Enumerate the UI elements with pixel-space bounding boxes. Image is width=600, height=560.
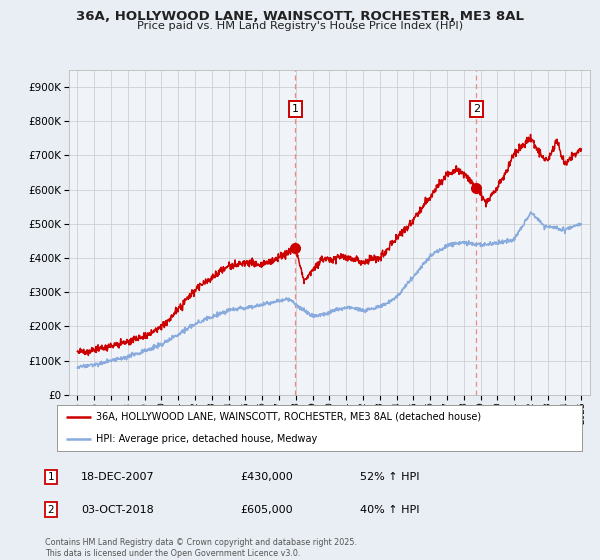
- Text: £430,000: £430,000: [240, 472, 293, 482]
- Text: 2: 2: [473, 104, 480, 114]
- Text: 36A, HOLLYWOOD LANE, WAINSCOTT, ROCHESTER, ME3 8AL (detached house): 36A, HOLLYWOOD LANE, WAINSCOTT, ROCHESTE…: [97, 412, 482, 422]
- Text: 2: 2: [47, 505, 55, 515]
- Text: 1: 1: [47, 472, 55, 482]
- Text: Price paid vs. HM Land Registry's House Price Index (HPI): Price paid vs. HM Land Registry's House …: [137, 21, 463, 31]
- Text: HPI: Average price, detached house, Medway: HPI: Average price, detached house, Medw…: [97, 434, 317, 444]
- Text: £605,000: £605,000: [240, 505, 293, 515]
- Text: 03-OCT-2018: 03-OCT-2018: [81, 505, 154, 515]
- Text: 1: 1: [292, 104, 299, 114]
- Text: 36A, HOLLYWOOD LANE, WAINSCOTT, ROCHESTER, ME3 8AL: 36A, HOLLYWOOD LANE, WAINSCOTT, ROCHESTE…: [76, 10, 524, 22]
- Text: 40% ↑ HPI: 40% ↑ HPI: [360, 505, 419, 515]
- Text: 18-DEC-2007: 18-DEC-2007: [81, 472, 155, 482]
- Text: 52% ↑ HPI: 52% ↑ HPI: [360, 472, 419, 482]
- Text: Contains HM Land Registry data © Crown copyright and database right 2025.
This d: Contains HM Land Registry data © Crown c…: [45, 538, 357, 558]
